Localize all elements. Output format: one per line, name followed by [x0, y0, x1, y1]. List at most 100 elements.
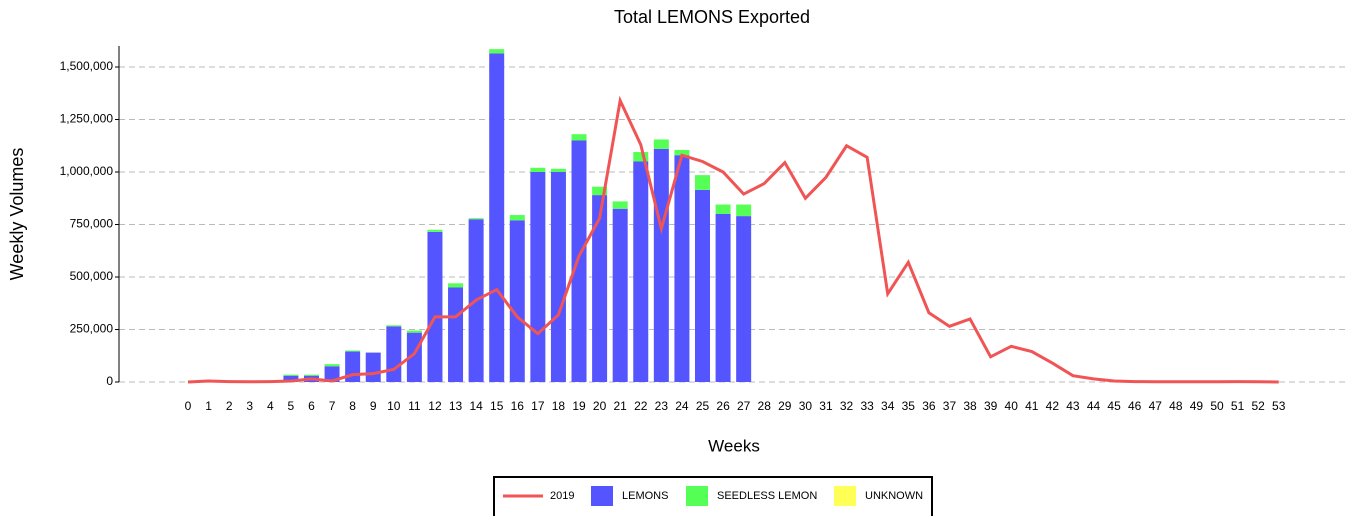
- x-tick-label: 52: [1251, 399, 1265, 413]
- legend-label: SEEDLESS LEMON: [717, 490, 817, 502]
- y-axis-label: Weekly Volumes: [7, 148, 27, 281]
- bar: [633, 152, 649, 162]
- y-tick-label: 1,500,000: [60, 59, 114, 73]
- y-tick-label: 1,250,000: [60, 112, 114, 126]
- y-tick-label: 250,000: [70, 322, 114, 336]
- x-tick-label: 16: [511, 399, 525, 413]
- x-tick-label: 0: [185, 399, 192, 413]
- bar: [736, 216, 752, 382]
- x-tick-label: 48: [1169, 399, 1183, 413]
- x-tick-label: 50: [1210, 399, 1224, 413]
- x-tick-label: 4: [267, 399, 274, 413]
- chart-title: Total LEMONS Exported: [614, 7, 810, 27]
- x-tick-label: 9: [370, 399, 377, 413]
- legend-box: [493, 476, 933, 516]
- bar: [303, 374, 319, 376]
- x-tick-label: 39: [984, 399, 998, 413]
- x-tick-label: 21: [614, 399, 628, 413]
- x-tick-label: 37: [943, 399, 957, 413]
- bar: [653, 148, 669, 382]
- bar: [345, 350, 361, 352]
- x-tick-label: 33: [860, 399, 874, 413]
- x-tick-label: 28: [758, 399, 772, 413]
- y-tick-label: 500,000: [70, 269, 114, 283]
- line-series: [187, 95, 1279, 384]
- x-tick-label: 1: [205, 399, 212, 413]
- x-tick-label: 27: [737, 399, 751, 413]
- bar: [386, 326, 402, 382]
- x-tick-label: 18: [552, 399, 566, 413]
- x-tick-label: 30: [799, 399, 813, 413]
- x-tick-label: 15: [490, 399, 504, 413]
- bar: [489, 49, 505, 54]
- bar: [448, 287, 464, 382]
- y-tick-label: 1,000,000: [60, 164, 114, 178]
- bar: [592, 186, 608, 196]
- bar: [695, 175, 710, 190]
- bar: [550, 168, 566, 172]
- x-tick-label: 19: [572, 399, 586, 413]
- legend-label: UNKNOWN: [865, 490, 923, 502]
- bar: [571, 134, 587, 141]
- bar: [736, 204, 752, 217]
- x-tick-label: 47: [1149, 399, 1163, 413]
- x-tick-label: 11: [408, 399, 421, 413]
- x-tick-label: 20: [593, 399, 607, 413]
- bar: [612, 201, 628, 209]
- bar: [715, 214, 731, 382]
- x-tick-label: 51: [1231, 399, 1245, 413]
- bar: [324, 364, 340, 367]
- legend-swatch: [686, 486, 708, 506]
- x-tick-label: 45: [1107, 399, 1121, 413]
- y-tick-label: 750,000: [70, 217, 114, 231]
- x-tick-label: 8: [349, 399, 356, 413]
- bar: [283, 374, 299, 376]
- x-tick-label: 41: [1025, 399, 1039, 413]
- x-tick-label: 23: [655, 399, 669, 413]
- x-tick-label: 29: [778, 399, 792, 413]
- x-tick-label: 34: [881, 399, 895, 413]
- x-tick-label: 7: [329, 399, 336, 413]
- legend-swatch: [591, 486, 613, 506]
- x-tick-label: 26: [716, 399, 730, 413]
- x-tick-label: 44: [1087, 399, 1101, 413]
- bar: [365, 352, 381, 382]
- x-tick-label: 49: [1190, 399, 1204, 413]
- x-axis-label: Weeks: [708, 436, 760, 455]
- x-tick-label: 38: [963, 399, 977, 413]
- x-tick-label: 43: [1066, 399, 1080, 413]
- bar: [509, 215, 525, 221]
- bar: [571, 140, 587, 382]
- x-tick-label: 53: [1272, 399, 1286, 413]
- bar: [530, 167, 546, 172]
- bar: [489, 53, 505, 382]
- x-tick-label: 6: [308, 399, 315, 413]
- x-tick-label: 24: [675, 399, 689, 413]
- x-tick-label: 31: [819, 399, 833, 413]
- bar: [509, 220, 525, 382]
- bar: [427, 229, 443, 232]
- x-tick-label: 40: [1005, 399, 1019, 413]
- bar: [406, 330, 422, 333]
- bar: [633, 161, 649, 382]
- x-tick-label: 35: [902, 399, 916, 413]
- x-tick-label: 2: [226, 399, 233, 413]
- x-tick-label: 36: [922, 399, 936, 413]
- legend-swatch: [834, 486, 856, 506]
- bar: [448, 283, 464, 288]
- bar: [715, 204, 731, 214]
- bar: [427, 231, 443, 382]
- y-tick-label: 0: [106, 374, 113, 388]
- x-tick-label: 22: [634, 399, 648, 413]
- x-tick-label: 25: [696, 399, 710, 413]
- bar: [283, 375, 299, 382]
- bar: [530, 172, 546, 382]
- bar: [674, 149, 690, 156]
- x-tick-label: 13: [449, 399, 463, 413]
- x-tick-label: 46: [1128, 399, 1142, 413]
- x-tick-label: 3: [246, 399, 253, 413]
- bar: [592, 195, 608, 382]
- x-tick-label: 42: [1046, 399, 1060, 413]
- x-tick-label: 14: [469, 399, 483, 413]
